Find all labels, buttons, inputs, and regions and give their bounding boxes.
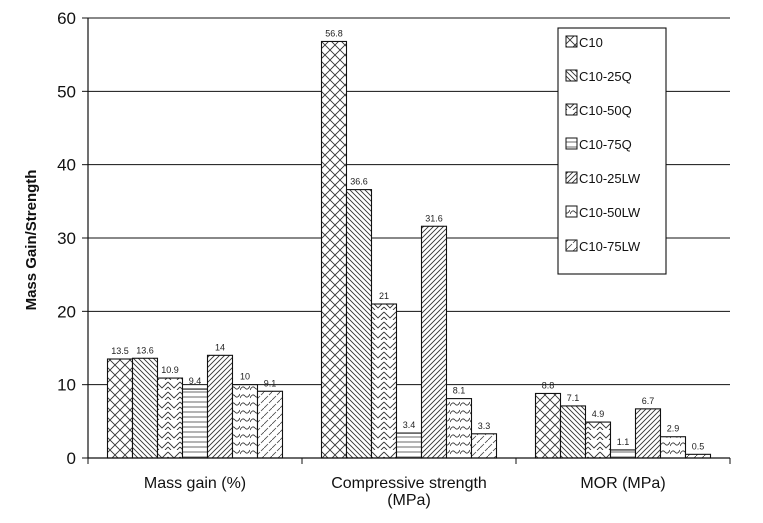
data-label: 36.6 <box>350 177 368 187</box>
data-label: 2.9 <box>667 424 680 434</box>
legend-swatch <box>565 205 578 218</box>
x-category-label: Compressive strength <box>331 475 487 492</box>
legend-swatch <box>565 69 578 82</box>
data-label: 4.9 <box>592 409 605 419</box>
gridlines <box>88 17 730 386</box>
data-label: 8.1 <box>453 386 466 396</box>
x-categories: Mass gain (%) Compressive strength(MPa) MO… <box>144 475 666 509</box>
bar <box>370 303 398 459</box>
data-label: 9.4 <box>189 376 202 386</box>
data-label: 13.5 <box>111 346 129 356</box>
y-ticks: 0 10 20 30 40 50 60 <box>57 9 88 468</box>
bar <box>256 390 284 459</box>
data-label: 8.8 <box>542 380 555 390</box>
y-axis-label: Mass Gain/Strength <box>23 170 40 311</box>
bar <box>131 357 159 459</box>
data-label: 0.5 <box>692 441 705 451</box>
bar <box>470 433 498 459</box>
bar <box>420 225 448 459</box>
legend-swatch <box>565 35 578 48</box>
legend-swatch <box>565 171 578 184</box>
legend-label: C10-75Q <box>579 137 632 152</box>
data-label: 14 <box>215 342 225 352</box>
data-label: 1.1 <box>617 437 630 447</box>
data-labels: 13.5 56.8 8.8 13.6 36.6 7.1 10.9 21 4.9 9.4 3.4 1.1… <box>111 28 704 451</box>
legend-swatch <box>565 103 578 116</box>
bar <box>181 388 209 459</box>
bar <box>445 398 473 459</box>
y-tick-label: 10 <box>57 376 76 395</box>
data-label: 6.7 <box>642 396 655 406</box>
data-label: 13.6 <box>136 345 154 355</box>
bar <box>156 377 184 459</box>
y-tick-label: 30 <box>57 229 76 248</box>
bar <box>345 189 373 459</box>
y-tick-label: 50 <box>57 82 76 101</box>
bar <box>559 405 587 459</box>
data-label: 3.3 <box>478 421 491 431</box>
legend-swatch <box>565 137 578 150</box>
y-tick-label: 60 <box>57 9 76 28</box>
bar <box>584 421 612 459</box>
legend-label: C10-25LW <box>579 171 641 186</box>
legend-label: C10-25Q <box>579 69 632 84</box>
y-tick-label: 40 <box>57 156 76 175</box>
data-label: 10.9 <box>161 365 179 375</box>
bar <box>395 432 423 459</box>
y-tick-label: 0 <box>67 449 76 468</box>
bar <box>206 354 234 459</box>
x-category-label: (MPa) <box>387 492 431 509</box>
y-tick-label: 20 <box>57 302 76 321</box>
data-label: 10 <box>240 372 250 382</box>
bar <box>534 392 562 459</box>
legend: C10 C10-25Q C10-50Q C10-75Q C10-25LW C10-50LW… <box>557 27 667 275</box>
bar <box>609 449 637 459</box>
legend-label: C10-75LW <box>579 239 641 254</box>
legend-box <box>557 27 667 275</box>
legend-label: C10-50LW <box>579 205 641 220</box>
bars <box>106 40 712 459</box>
bar <box>659 436 687 459</box>
legend-swatch <box>565 239 578 252</box>
data-label: 7.1 <box>567 393 580 403</box>
bar <box>320 40 348 459</box>
bar <box>634 408 662 459</box>
x-category-label: MOR (MPa) <box>580 475 665 492</box>
x-category-label: Mass gain (%) <box>144 475 246 492</box>
legend-label: C10 <box>579 35 603 50</box>
data-label: 9.1 <box>264 378 277 388</box>
bar <box>231 384 259 459</box>
data-label: 21 <box>379 291 389 301</box>
legend-label: C10-50Q <box>579 103 632 118</box>
data-label: 3.4 <box>403 420 416 430</box>
data-label: 31.6 <box>425 213 443 223</box>
bar <box>106 358 134 459</box>
data-label: 56.8 <box>325 28 343 38</box>
